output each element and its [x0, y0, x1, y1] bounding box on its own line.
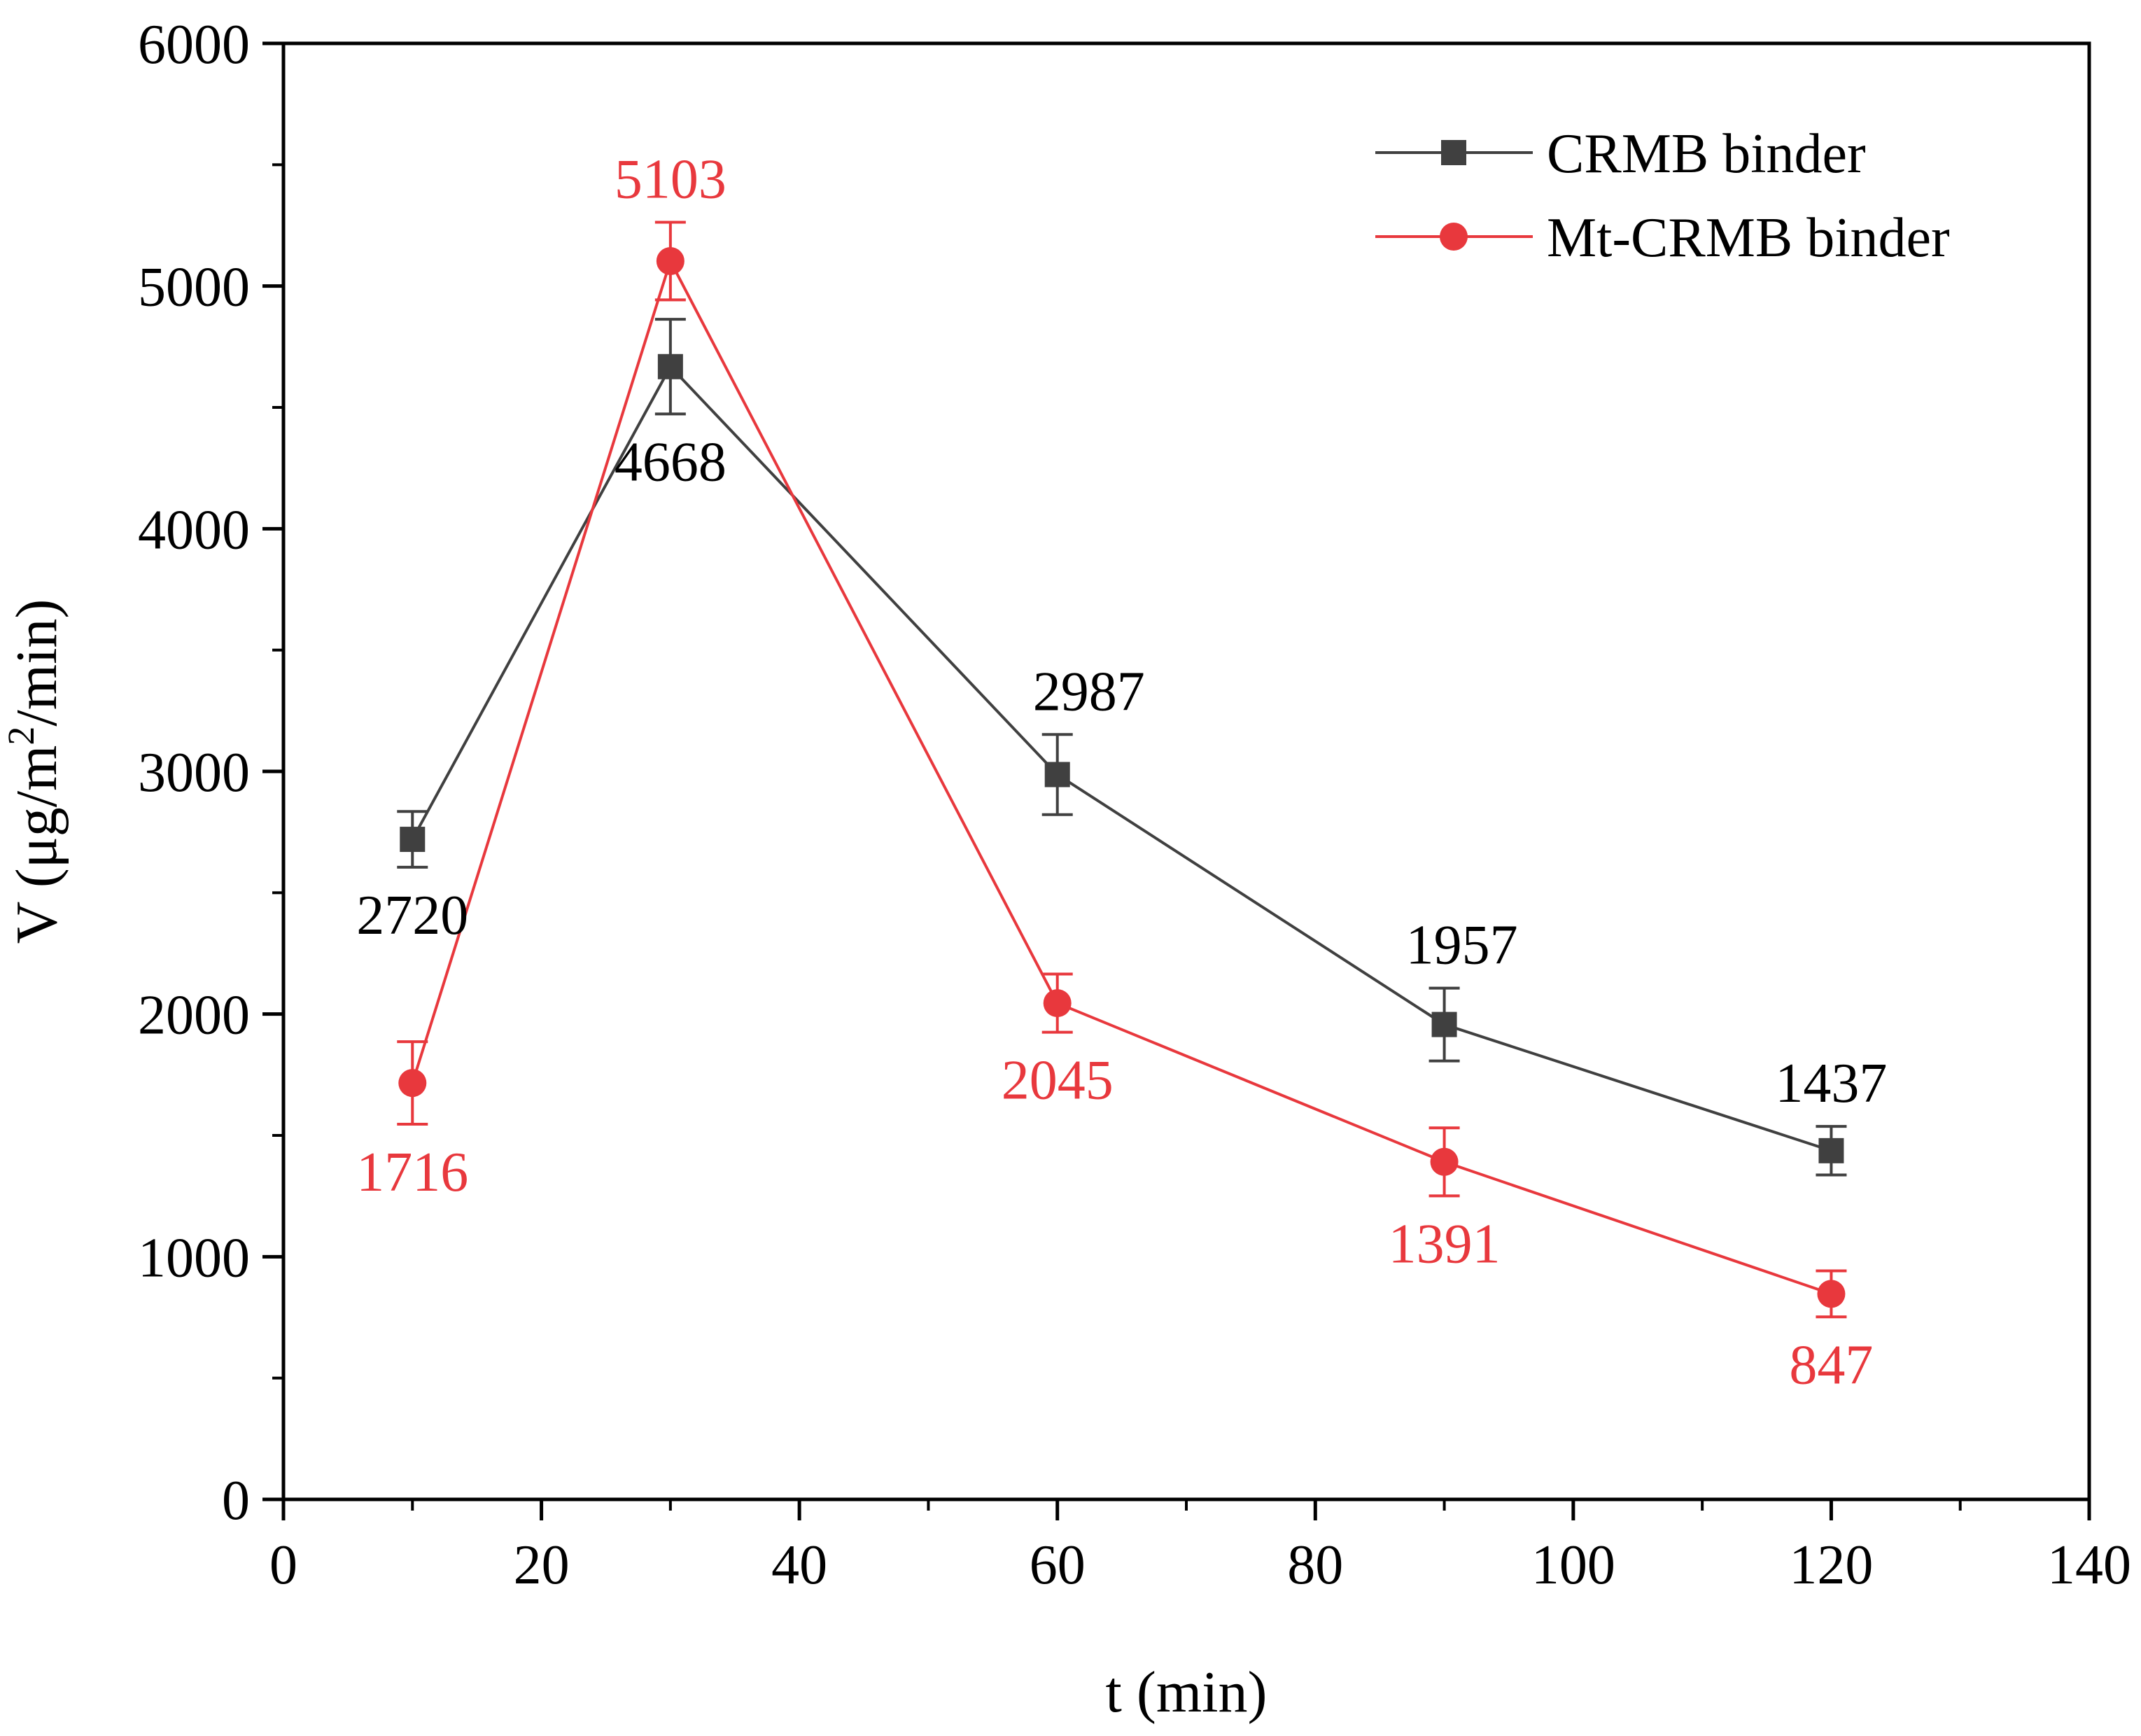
data-label-mt-crmb: 1391 — [1389, 1213, 1501, 1275]
y-axis-title-end: /min) — [4, 599, 69, 727]
y-tick-label-6000: 6000 — [138, 14, 250, 76]
data-point-crmb — [657, 354, 683, 379]
series-mt-crmb — [397, 220, 1847, 1319]
data-point-mt-crmb — [1043, 989, 1072, 1018]
legend-label-crmb: CRMB binder — [1547, 123, 1866, 185]
y-tick-label-0: 0 — [222, 1470, 250, 1532]
data-label-mt-crmb: 2045 — [1002, 1050, 1114, 1112]
y-axis-title-main: V (μg/m — [4, 746, 69, 944]
series-layer — [397, 220, 1847, 1319]
legend-marker-mt-crmb — [1440, 223, 1468, 251]
axis-ticks: 0 20 40 60 80 100 120 140 0 1000 2000 3000 4000 5000 6… — [138, 14, 2131, 1596]
x-tick-label-80: 80 — [1287, 1534, 1343, 1596]
y-axis-title-sup: 2 — [0, 727, 42, 746]
x-tick-label-100: 100 — [1531, 1534, 1615, 1596]
legend-label-mt-crmb: Mt-CRMB binder — [1547, 207, 1950, 269]
x-tick-label-60: 60 — [1030, 1534, 1086, 1596]
y-axis-title: V (μg/m2/min) — [0, 599, 69, 944]
data-point-crmb — [1818, 1138, 1844, 1163]
legend-marker-crmb — [1441, 140, 1466, 165]
data-label-mt-crmb: 1716 — [356, 1142, 468, 1203]
data-label-mt-crmb: 5103 — [615, 148, 726, 210]
data-label-mt-crmb: 847 — [1789, 1334, 1873, 1396]
data-label-crmb: 4668 — [615, 431, 726, 493]
data-point-crmb — [400, 827, 426, 853]
data-point-mt-crmb — [398, 1069, 427, 1098]
x-axis-title: t (min) — [1106, 1660, 1268, 1725]
data-point-mt-crmb — [656, 246, 685, 275]
data-labels: 2720 4668 2987 1957 1437 1716 5103 2045 1391 847 — [356, 148, 1887, 1396]
x-tick-label-20: 20 — [514, 1534, 570, 1596]
x-tick-label-0: 0 — [269, 1534, 297, 1596]
x-tick-label-40: 40 — [771, 1534, 827, 1596]
data-point-mt-crmb — [1817, 1280, 1846, 1308]
data-point-mt-crmb — [1430, 1147, 1459, 1176]
series-line-mt-crmb — [411, 257, 1832, 1296]
data-point-crmb — [1431, 1011, 1457, 1037]
y-tick-label-5000: 5000 — [138, 257, 250, 318]
data-point-crmb — [1044, 762, 1070, 788]
legend: CRMB binder Mt-CRMB binder — [1375, 123, 1950, 269]
x-tick-label-140: 140 — [2047, 1534, 2131, 1596]
data-label-crmb: 1437 — [1775, 1053, 1887, 1114]
y-tick-label-3000: 3000 — [138, 742, 250, 804]
data-label-crmb: 2987 — [1033, 661, 1145, 722]
data-label-crmb: 1957 — [1406, 915, 1518, 976]
y-tick-label-2000: 2000 — [138, 985, 250, 1046]
data-label-crmb: 2720 — [356, 885, 468, 946]
x-tick-label-120: 120 — [1789, 1534, 1873, 1596]
series-crmb — [397, 318, 1847, 1177]
y-tick-label-4000: 4000 — [138, 499, 250, 561]
y-tick-label-1000: 1000 — [138, 1227, 250, 1289]
